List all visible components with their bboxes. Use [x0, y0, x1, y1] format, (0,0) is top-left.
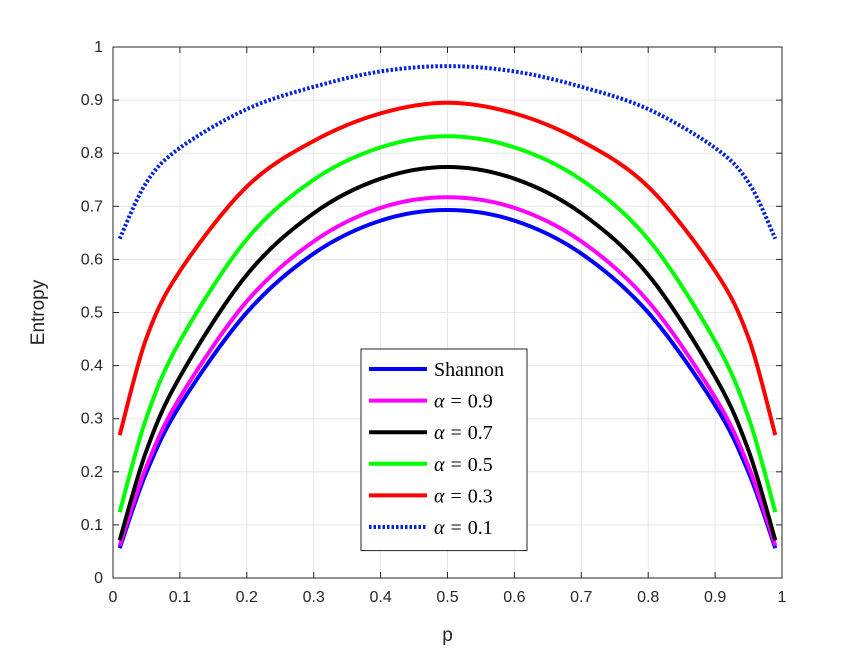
y-tick-label: 0.3: [81, 411, 103, 428]
x-tick-label: 0.9: [704, 589, 726, 606]
legend-alpha-value: 0.3: [468, 485, 493, 507]
legend-alpha-value: 0.1: [468, 517, 493, 539]
y-tick-label: 0: [94, 570, 103, 587]
legend-alpha-value: 0.7: [468, 422, 493, 444]
series-line-alpha-07: [117, 165, 778, 541]
legend-entry-label: α = 0.7: [434, 422, 493, 444]
legend-alpha-symbol: α: [434, 517, 445, 539]
legend: Shannon α = 0.9 α = 0.7 α = 0.5 α = 0.3 α = 0.1: [360, 348, 528, 552]
y-tick-label: 0.6: [81, 251, 103, 268]
legend-equals: =: [451, 454, 462, 476]
x-tick-label: 0.6: [503, 589, 525, 606]
y-tick-label: 0.5: [81, 305, 103, 322]
x-tick-label: 0.1: [169, 589, 191, 606]
legend-alpha-symbol: α: [434, 391, 445, 413]
x-axis-ticks: 0 0.1 0.2 0.3 0.4 0.5 0.6 0.7 0.8 0.9 1: [109, 47, 787, 606]
legend-alpha-symbol: α: [434, 485, 445, 507]
x-tick-label: 0.5: [436, 589, 458, 606]
legend-equals: =: [451, 391, 462, 413]
x-tick-label: 0.8: [637, 589, 659, 606]
series-line-shannon: [117, 208, 778, 549]
legend-alpha-symbol: α: [434, 454, 445, 476]
x-axis-label: p: [442, 625, 453, 646]
legend-alpha-symbol: α: [434, 422, 445, 444]
legend-entry-label: α = 0.9: [434, 391, 493, 413]
legend-equals: =: [451, 517, 462, 539]
x-tick-label: 0.4: [369, 589, 391, 606]
y-tick-label: 0.8: [81, 145, 103, 162]
y-tick-label: 0.7: [81, 198, 103, 215]
x-tick-label: 0: [109, 589, 118, 606]
x-tick-label: 0.7: [570, 589, 592, 606]
legend-alpha-value: 0.5: [468, 454, 493, 476]
legend-entry-label: α = 0.3: [434, 485, 493, 507]
legend-entry-label: α = 0.1: [434, 517, 493, 539]
x-tick-label: 0.2: [236, 589, 258, 606]
y-axis-ticks: 0 0.1 0.2 0.3 0.4 0.5 0.6 0.7 0.8 0.9 1: [81, 39, 782, 587]
series-line-alpha-03: [117, 100, 778, 436]
x-tick-label: 0.3: [303, 589, 325, 606]
y-tick-label: 0.9: [81, 92, 103, 109]
y-tick-label: 0.4: [81, 358, 103, 375]
y-axis-label: Entropy: [28, 279, 49, 345]
legend-box: [360, 348, 528, 552]
legend-entry-label: Shannon: [434, 359, 504, 381]
y-tick-label: 0.2: [81, 464, 103, 481]
series-line-alpha-09: [117, 195, 778, 547]
x-tick-label: 1: [778, 589, 787, 606]
legend-equals: =: [451, 485, 462, 507]
legend-entry-label: α = 0.5: [434, 454, 493, 476]
series-line-alpha-01: [117, 64, 778, 240]
series-lines: [117, 64, 778, 549]
legend-equals: =: [451, 422, 462, 444]
series-line-alpha-05: [117, 134, 778, 513]
y-tick-label: 1: [94, 39, 103, 56]
legend-alpha-value: 0.9: [468, 391, 493, 413]
y-tick-label: 0.1: [81, 517, 103, 534]
